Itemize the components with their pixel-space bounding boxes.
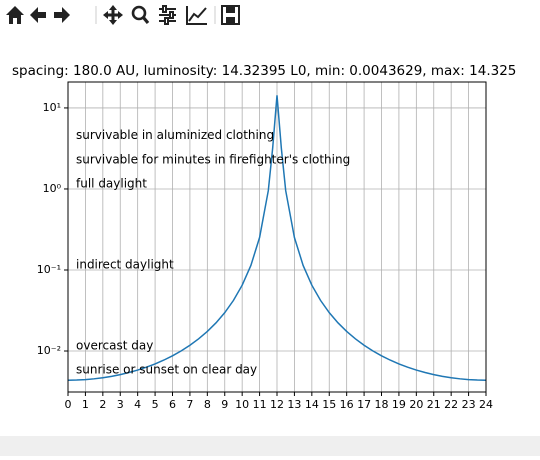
annotation: survivable in aluminized clothing xyxy=(76,128,274,142)
y-tick-label: 10⁰ xyxy=(43,182,62,195)
x-tick-label: 17 xyxy=(357,398,371,411)
data-line xyxy=(67,95,487,381)
x-tick-label: 16 xyxy=(340,398,354,411)
x-tick-label: 20 xyxy=(409,398,423,411)
status-bar xyxy=(0,436,540,456)
x-tick-label: 8 xyxy=(204,398,211,411)
pan-button[interactable] xyxy=(103,5,123,25)
forward-button[interactable] xyxy=(54,7,70,23)
x-tick-label: 18 xyxy=(375,398,389,411)
x-tick-label: 0 xyxy=(65,398,72,411)
x-tick-label: 2 xyxy=(99,398,106,411)
x-tick-label: 7 xyxy=(186,398,193,411)
annotation: sunrise or sunset on clear day xyxy=(76,363,257,377)
x-tick-label: 10 xyxy=(235,398,249,411)
x-tick-label: 21 xyxy=(427,398,441,411)
save-button[interactable] xyxy=(221,5,240,25)
y-tick-label: 10¹ xyxy=(43,101,61,114)
annotation: overcast day xyxy=(76,338,153,352)
x-tick-label: 6 xyxy=(169,398,176,411)
x-tick-label: 11 xyxy=(253,398,267,411)
x-tick-label: 24 xyxy=(479,398,493,411)
x-tick-label: 14 xyxy=(305,398,319,411)
configure-button[interactable] xyxy=(159,5,176,25)
toolbar xyxy=(0,0,540,32)
x-tick-label: 3 xyxy=(117,398,124,411)
x-tick-label: 9 xyxy=(221,398,228,411)
x-tick-label: 23 xyxy=(462,398,476,411)
zoom-button[interactable] xyxy=(131,5,150,25)
x-tick-label: 15 xyxy=(322,398,336,411)
home-button[interactable] xyxy=(6,6,24,24)
x-tick-label: 12 xyxy=(270,398,284,411)
x-tick-label: 22 xyxy=(444,398,458,411)
y-tick-label: 10⁻¹ xyxy=(37,263,61,276)
x-tick-label: 13 xyxy=(287,398,301,411)
annotation: indirect daylight xyxy=(76,258,174,272)
annotation: full daylight xyxy=(76,177,147,191)
x-tick-label: 19 xyxy=(392,398,406,411)
chart-title: spacing: 180.0 AU, luminosity: 14.32395 … xyxy=(12,63,516,79)
axes-frame xyxy=(67,81,487,393)
x-tick-label: 1 xyxy=(82,398,89,411)
plot-area: 0 1 2 3 4 5 6 7 8 9 10 11 12 13 14 15 16 17 18 19 20 21 22 23 24… xyxy=(37,81,493,411)
edit-axes-button[interactable] xyxy=(186,6,207,25)
x-tick-label: 4 xyxy=(134,398,141,411)
back-button[interactable] xyxy=(30,7,46,23)
annotation: survivable for minutes in firefighter's … xyxy=(76,152,350,166)
x-tick-label: 5 xyxy=(152,398,159,411)
y-tick-label: 10⁻² xyxy=(37,344,61,357)
